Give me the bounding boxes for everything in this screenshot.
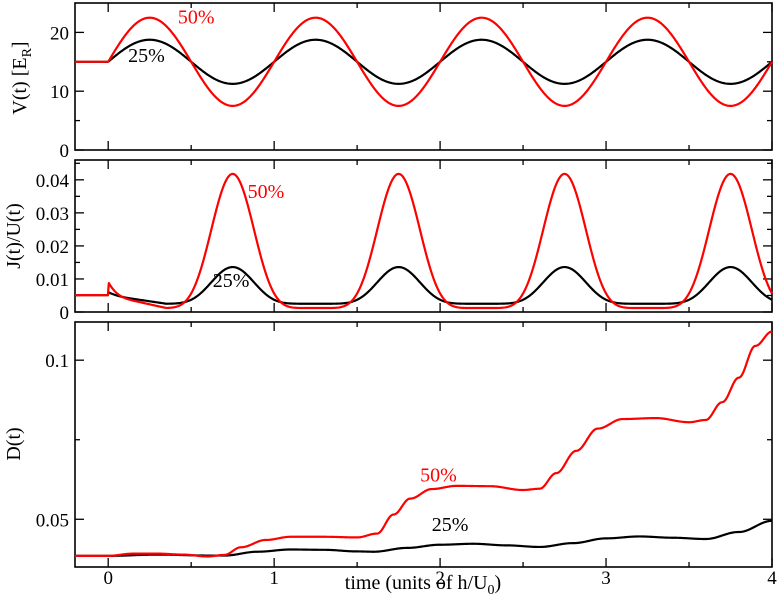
panel-d-axes: 0.05 0.1	[36, 322, 773, 567]
panel-v-frame	[74, 2, 773, 151]
series-25pct	[74, 265, 773, 305]
panel-j-ylabel: J(t)/U(t)	[3, 203, 25, 269]
panel-j-frame	[74, 159, 773, 313]
series-50pct	[74, 172, 773, 310]
panel-d: D(t) 0.05 0.1 50% 25%	[3, 321, 773, 568]
x-tick-label: 4	[767, 568, 777, 589]
y-tick-label: 0.1	[45, 351, 69, 372]
series-50pct	[74, 330, 773, 558]
y-tick-label: 20	[50, 23, 69, 44]
series-25pct	[74, 519, 773, 557]
series-annotation: 25%	[128, 45, 165, 67]
panel-d-series	[74, 330, 773, 558]
series-50pct	[74, 16, 773, 107]
y-tick-label: 0	[60, 141, 70, 162]
panel-d-frame	[74, 321, 773, 568]
series-annotation: 50%	[248, 181, 285, 203]
panel-d-annotations: 50% 25%	[420, 465, 468, 536]
series-25pct	[74, 38, 773, 85]
y-tick-label: 0.01	[36, 270, 69, 291]
panel-v-ylabel: V(t) [ER]	[9, 41, 35, 114]
panel-v-axes: 0 10 20	[50, 3, 773, 162]
panel-v-series	[74, 16, 773, 107]
y-tick-label: 0.04	[36, 171, 70, 192]
series-annotation: 25%	[213, 270, 250, 292]
panel-d-ylabel: D(t)	[3, 427, 25, 460]
y-tick-label: 0	[60, 303, 70, 324]
x-tick-label: 3	[601, 568, 611, 589]
panel-v: V(t) [ER] 0 10 20 50% 25%	[9, 2, 773, 162]
y-tick-label: 0.02	[36, 237, 69, 258]
y-tick-label: 0.05	[36, 510, 69, 531]
panel-j-annotations: 50% 25%	[213, 181, 285, 292]
x-tick-label: 0	[103, 568, 113, 589]
series-annotation: 50%	[420, 465, 457, 487]
x-axis-label: time (units of h/U0)	[345, 572, 501, 597]
panel-j: J(t)/U(t) 0 0.01 0.02 0.03 0.04 50% 25%	[3, 159, 773, 324]
panel-j-series	[74, 172, 773, 310]
x-tick-label: 2	[435, 568, 445, 589]
series-annotation: 25%	[432, 514, 469, 536]
series-annotation: 50%	[178, 7, 215, 29]
x-tick-labels: 0 1 2 3 4	[103, 568, 777, 589]
panel-j-axes: 0 0.01 0.02 0.03 0.04	[36, 160, 773, 324]
x-tick-label: 1	[269, 568, 279, 589]
panel-v-annotations: 50% 25%	[128, 7, 214, 67]
y-tick-label: 10	[50, 82, 69, 103]
y-tick-label: 0.03	[36, 204, 69, 225]
